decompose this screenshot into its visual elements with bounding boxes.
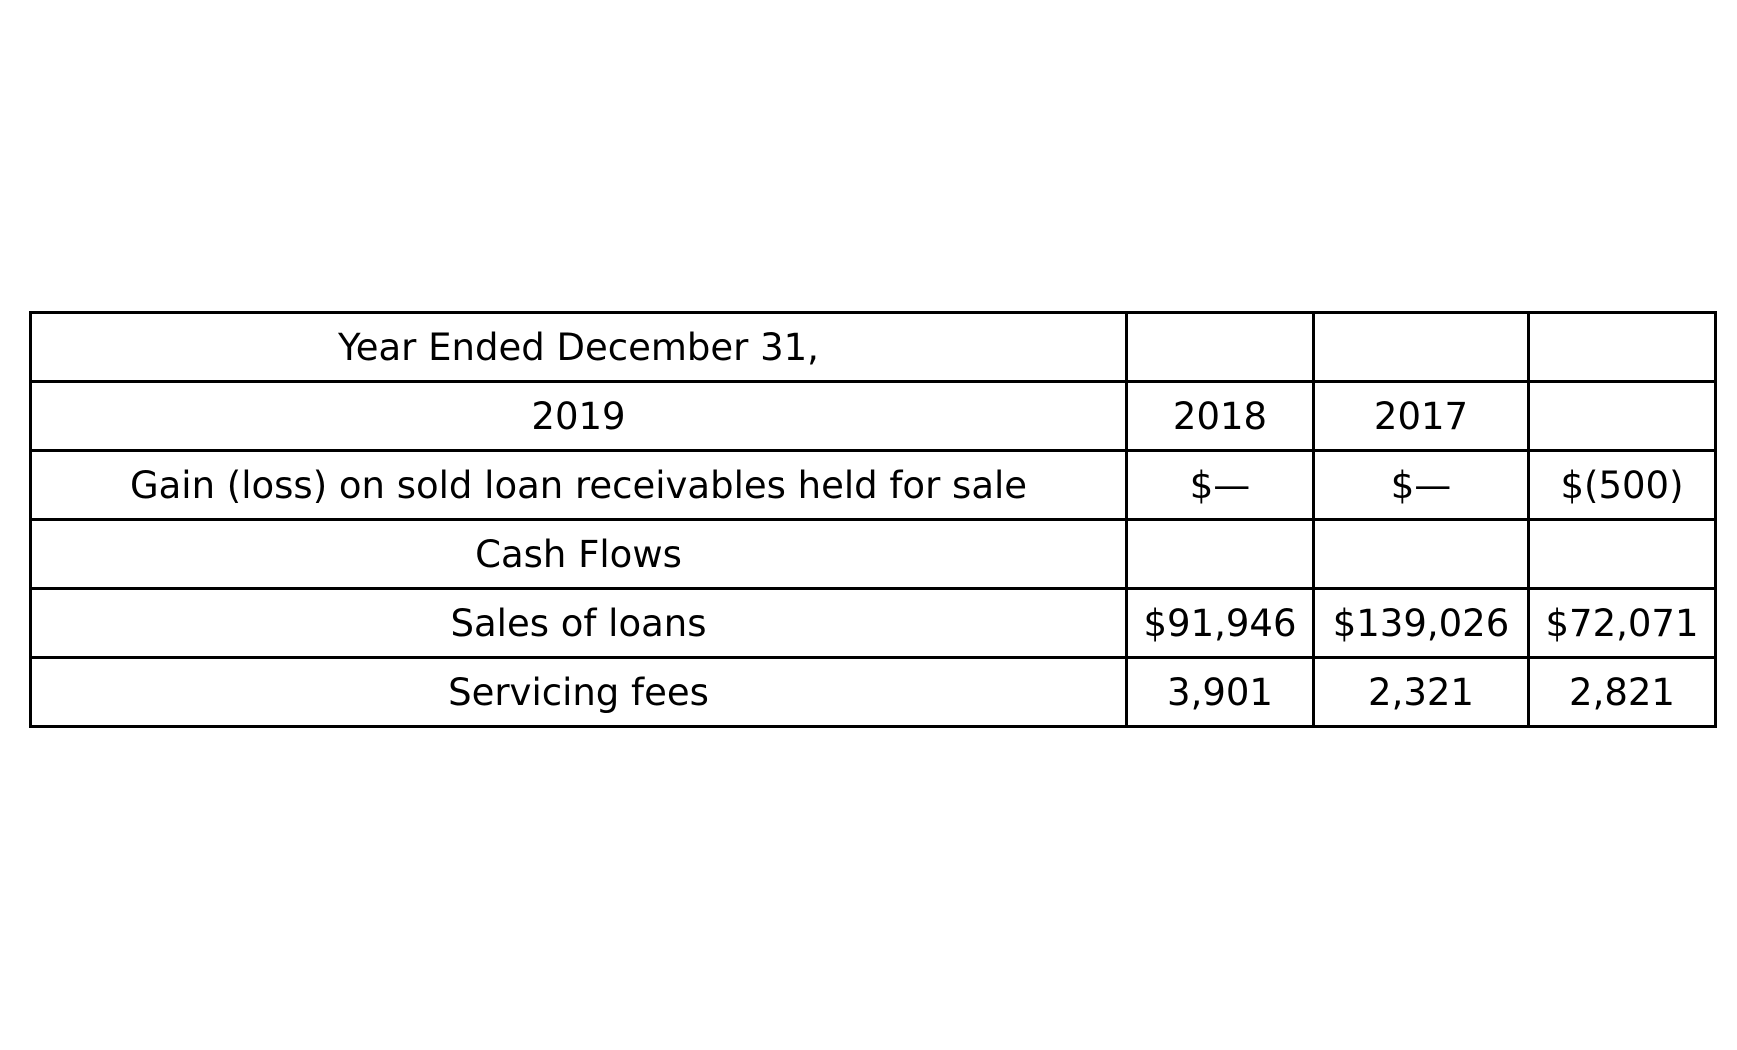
table-cell: 2018 [1125,380,1315,452]
table-cell: 3,901 [1125,656,1315,728]
table-cell: $139,026 [1312,587,1530,659]
table-cell: $— [1125,449,1315,521]
table-cell: $(500) [1527,449,1717,521]
table-cell: 2017 [1312,380,1530,452]
table-cell [1312,518,1530,590]
table-cell: Sales of loans [29,587,1128,659]
table-row: Gain (loss) on sold loan receivables hel… [29,449,1717,521]
table-row: Sales of loans $91,946 $139,026 $72,071 [29,587,1717,659]
data-table: Year Ended December 31, 2019 2018 2017 G… [29,311,1717,728]
table-cell [1125,311,1315,383]
table-cell [1527,380,1717,452]
table-row: Servicing fees 3,901 2,321 2,821 [29,656,1717,728]
table-cell [1125,518,1315,590]
table-cell: Gain (loss) on sold loan receivables hel… [29,449,1128,521]
table-cell: 2019 [29,380,1128,452]
table-cell: $— [1312,449,1530,521]
table-cell: $72,071 [1527,587,1717,659]
table-cell [1527,311,1717,383]
table-row: Cash Flows [29,518,1717,590]
table-cell [1312,311,1530,383]
table-row: Year Ended December 31, [29,311,1717,383]
table-row: 2019 2018 2017 [29,380,1717,452]
table-cell: Servicing fees [29,656,1128,728]
table-cell: 2,821 [1527,656,1717,728]
table-cell [1527,518,1717,590]
table-cell: 2,321 [1312,656,1530,728]
table-cell: Year Ended December 31, [29,311,1128,383]
table-cell: $91,946 [1125,587,1315,659]
table-cell: Cash Flows [29,518,1128,590]
